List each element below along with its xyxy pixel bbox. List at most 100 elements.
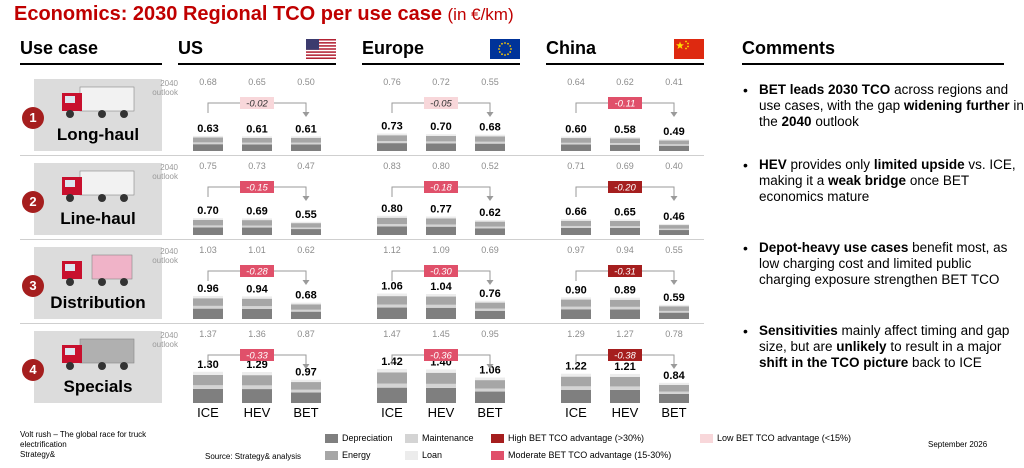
outlook-2040-label: 1.01	[248, 245, 266, 255]
tco-value-label: 0.63	[197, 123, 218, 135]
bar-segment-depreciation	[659, 145, 689, 151]
gap-badge-high	[608, 265, 642, 277]
bar-segment-energy	[377, 296, 407, 305]
header-underline-us	[178, 63, 336, 65]
legend-loan: Loan	[422, 450, 443, 460]
header-region-china: China	[546, 38, 597, 58]
bar-segment-energy	[291, 304, 321, 310]
bar-segment-depreciation	[475, 143, 505, 151]
bar-segment-depreciation	[242, 144, 272, 151]
gap-arrowhead	[486, 112, 494, 117]
bar-segment-maintenance	[659, 228, 689, 231]
tco-chart-panel: 0.97 0.94 0.55 0.90 0.89 0.59 -0.31	[561, 245, 689, 319]
comment-text: benefit most, as low charging cost and l…	[759, 240, 1008, 287]
eu-star	[501, 42, 503, 45]
outlook-label: 2040 outlook	[152, 163, 178, 181]
outlook-2040-label: 0.65	[248, 77, 266, 87]
header-underline-comments	[742, 63, 1004, 65]
bar-segment-loan	[426, 134, 456, 136]
gap-badge-moderate	[424, 181, 458, 193]
bar-segment-maintenance	[242, 142, 272, 145]
bar-segment-depreciation	[561, 389, 591, 403]
bar-segment-loan	[291, 379, 321, 383]
x-axis-label-bet: BET	[293, 405, 319, 420]
tco-value-label: 0.97	[295, 367, 316, 379]
bar-segment-energy	[426, 372, 456, 384]
tco-chart-panel: 1.37 1.36 0.871.30 1.290.97-0.33	[193, 329, 321, 403]
gap-value-label: -0.36	[430, 351, 452, 362]
bar-segment-loan	[242, 218, 272, 221]
bar-segment-maintenance	[610, 306, 640, 310]
bar-segment-maintenance	[426, 383, 456, 388]
bar-segment-loan	[193, 295, 223, 299]
footer-brand: Strategy&	[20, 450, 56, 459]
bar-segment-loan	[475, 134, 505, 137]
tco-value-label: 0.66	[565, 206, 586, 218]
tco-value-label: 0.73	[381, 121, 402, 133]
tco-value-label: 0.69	[246, 205, 267, 217]
title-text: Economics: 2030 Regional TCO per use cas…	[14, 3, 442, 25]
bar-segment-maintenance	[659, 144, 689, 146]
bar-segment-energy	[291, 223, 321, 228]
tco-value-label: 0.68	[479, 122, 500, 134]
tco-value-label: 0.49	[663, 126, 684, 138]
bar-segment-loan	[291, 136, 321, 138]
tco-value-label: 0.96	[197, 283, 218, 295]
bar-segment-energy	[659, 225, 689, 229]
outlook-2040-label: 1.47	[383, 329, 401, 339]
gap-badge-moderate	[608, 97, 642, 109]
bar-segment-energy	[193, 298, 223, 306]
eu-star	[501, 53, 503, 56]
gap-value-label: -0.30	[430, 267, 452, 278]
bar-segment-energy	[377, 135, 407, 142]
outlook-2040-label: 0.55	[665, 245, 683, 255]
gap-arrowhead	[302, 364, 310, 369]
bar-segment-energy	[242, 220, 272, 226]
bar-segment-depreciation	[610, 144, 640, 151]
outlook-2040-label: 0.69	[481, 245, 499, 255]
bar-segment-maintenance	[475, 388, 505, 392]
outlook-2040-label: 0.83	[383, 161, 401, 171]
tco-value-label: 0.62	[479, 207, 500, 219]
bar-segment-energy	[377, 217, 407, 225]
use-case-number-badge: 3	[22, 275, 44, 297]
eu-star	[507, 53, 509, 56]
bar-segment-loan	[242, 296, 272, 299]
bar-segment-depreciation	[426, 307, 456, 319]
bar-segment-depreciation	[377, 387, 407, 403]
bar-segment-energy	[659, 384, 689, 392]
outlook-2040-label: 0.94	[616, 245, 634, 255]
gap-badge-low	[240, 97, 274, 109]
title-unit: (in €/km)	[447, 5, 514, 24]
eu-star	[507, 42, 509, 45]
comment-emphasis: limited upside	[873, 157, 965, 172]
tco-value-label: 1.06	[479, 365, 500, 377]
bullet-icon: •	[743, 82, 748, 98]
comment-emphasis: shift in the TCO picture	[759, 355, 909, 370]
bar-segment-depreciation	[610, 309, 640, 319]
bar-segment-energy	[242, 298, 272, 307]
comment-item: • HEV provides only limited upside vs. IC…	[743, 157, 1024, 205]
bar-segment-maintenance	[659, 310, 689, 313]
bar-segment-loan	[193, 218, 223, 220]
tco-value-label: 0.89	[614, 285, 635, 297]
distribution-truck-icon	[62, 254, 133, 286]
tco-value-label: 1.29	[246, 359, 267, 371]
bar-segment-maintenance	[242, 385, 272, 390]
bar-segment-energy	[659, 140, 689, 145]
gap-value-label: -0.31	[614, 267, 636, 278]
bar-segment-maintenance	[610, 226, 640, 228]
gap-badge-high	[608, 349, 642, 361]
bar-segment-loan	[659, 382, 689, 385]
use-case-card: Long-haul	[34, 79, 162, 151]
bar-segment-energy	[475, 136, 505, 142]
tco-chart-panel: 0.75 0.73 0.47 0.70 0.69 0.55 -0.15	[193, 161, 321, 235]
bar-segment-loan	[561, 373, 591, 377]
bar-segment-depreciation	[377, 226, 407, 235]
bar-segment-depreciation	[561, 309, 591, 319]
tco-value-label: 0.65	[614, 206, 635, 218]
bar-segment-energy	[610, 299, 640, 307]
gap-arrowhead	[670, 364, 678, 369]
x-axis-label-bet: BET	[477, 405, 503, 420]
legend-depreciation: Depreciation	[342, 433, 393, 443]
